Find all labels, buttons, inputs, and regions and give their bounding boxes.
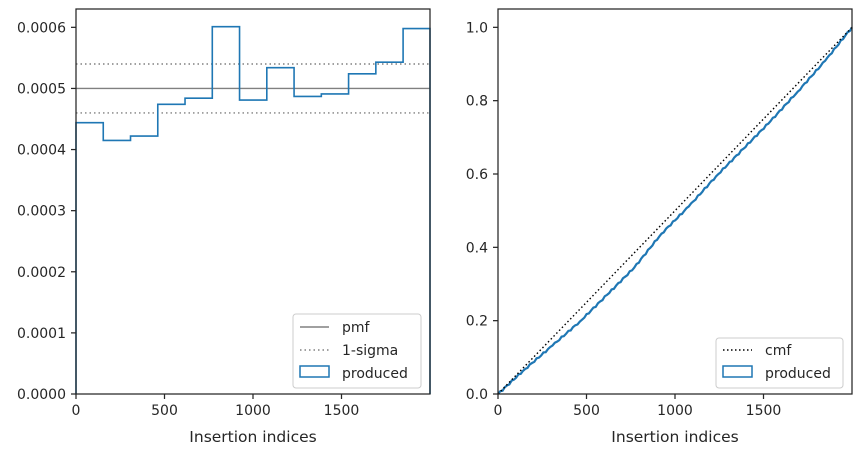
histogram-ticks: 0 500 1000 1500 0.0000 0.0001 0.0002 0.0003 0.00… [17, 20, 359, 419]
cmf-line [497, 26, 853, 395]
legend-cmf-label: cmf [765, 343, 792, 359]
histogram-x-tick-label: 1500 [324, 403, 360, 419]
histogram-y-tick-label: 0.0003 [17, 204, 66, 220]
legend-pmf-label: pmf [342, 320, 371, 336]
histogram-y-tick-label: 0.0006 [17, 20, 66, 36]
legend-sigma-label: 1-sigma [342, 343, 398, 359]
cmf-y-tick-label: 1.0 [466, 20, 488, 36]
cmf-y-tick-label: 0.4 [466, 240, 488, 256]
produced-histogram-series [75, 25, 431, 394]
cmf-x-tick-label: 1500 [746, 403, 782, 419]
cmf-y-tick-label: 0.6 [466, 167, 488, 183]
histogram-x-axis-label: Insertion indices [189, 428, 316, 446]
cmf-y-tick-label: 0.2 [466, 314, 488, 330]
histogram-y-tick-label: 0.0000 [17, 387, 66, 403]
cmf-panel: 0 500 1000 1500 0.0 0.2 0.4 0.6 0.8 1.0 Insertion… [466, 8, 853, 446]
cmf-x-tick-label: 1000 [657, 403, 693, 419]
produced-cmf-series [497, 26, 853, 395]
histogram-y-tick-label: 0.0005 [17, 81, 66, 97]
histogram-plot-area [75, 25, 431, 394]
histogram-y-tick-label: 0.0002 [17, 265, 66, 281]
histogram-x-tick-label: 0 [72, 403, 81, 419]
histogram-legend-box [292, 313, 422, 389]
histogram-y-tick-label: 0.0004 [17, 143, 66, 159]
histogram-x-tick-label: 1000 [235, 403, 271, 419]
cmf-ticks: 0 500 1000 1500 0.0 0.2 0.4 0.6 0.8 1.0 [466, 20, 782, 419]
cmf-x-axis-label: Insertion indices [611, 428, 738, 446]
histogram-x-tick-label: 500 [151, 403, 178, 419]
cmf-y-tick-label: 0.0 [466, 387, 488, 403]
histogram-legend: pmf 1-sigma produced [292, 313, 422, 389]
histogram-y-tick-label: 0.0001 [17, 326, 66, 342]
cmf-x-tick-label: 500 [573, 403, 600, 419]
histogram-panel: 0 500 1000 1500 0.0000 0.0001 0.0002 0.0003 0.00… [17, 8, 431, 446]
legend-cmf-produced-swatch [722, 365, 753, 378]
legend-cmf-produced-label: produced [765, 366, 831, 382]
cmf-legend: cmf produced [715, 337, 844, 389]
legend-produced-swatch [299, 365, 330, 378]
cmf-x-tick-label: 0 [494, 403, 503, 419]
cmf-plot-area [497, 26, 853, 395]
legend-produced-label: produced [342, 366, 408, 382]
cmf-axes-frame [497, 8, 853, 395]
cmf-y-tick-label: 0.8 [466, 94, 488, 110]
